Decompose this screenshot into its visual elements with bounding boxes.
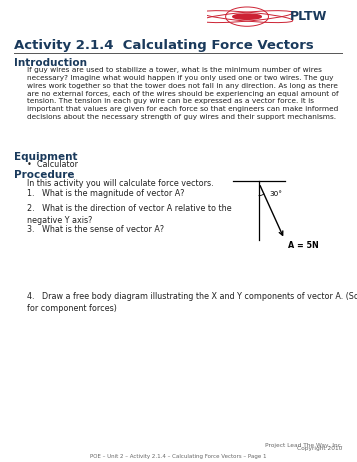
Text: Activity 2.1.4  Calculating Force Vectors: Activity 2.1.4 Calculating Force Vectors <box>14 39 314 52</box>
Text: Introduction: Introduction <box>14 58 87 68</box>
Text: Procedure: Procedure <box>14 170 75 180</box>
Text: Copyright 2010: Copyright 2010 <box>297 446 343 451</box>
Text: Project Lead The Way, Inc.: Project Lead The Way, Inc. <box>265 443 343 448</box>
Text: 4.   Draw a free body diagram illustrating the X and Y components of vector A. (: 4. Draw a free body diagram illustrating… <box>27 292 357 313</box>
Text: In this activity you will calculate force vectors.: In this activity you will calculate forc… <box>27 179 214 188</box>
Text: 3.   What is the sense of vector A?: 3. What is the sense of vector A? <box>27 225 165 234</box>
Text: 30°: 30° <box>270 191 282 197</box>
Text: If guy wires are used to stabilize a tower, what is the minimum number of wires
: If guy wires are used to stabilize a tow… <box>27 67 339 120</box>
Circle shape <box>233 14 261 19</box>
Text: PLTW: PLTW <box>290 10 327 23</box>
Text: Equipment: Equipment <box>14 152 78 162</box>
Text: 2.   What is the direction of vector A relative to the
negative Y axis?: 2. What is the direction of vector A rel… <box>27 204 232 225</box>
Text: A = 5N: A = 5N <box>288 241 318 250</box>
Text: 1.   What is the magnitude of vector A?: 1. What is the magnitude of vector A? <box>27 189 185 198</box>
Text: POE – Unit 2 – Activity 2.1.4 – Calculating Force Vectors – Page 1: POE – Unit 2 – Activity 2.1.4 – Calculat… <box>90 454 267 459</box>
Text: •  Calculator: • Calculator <box>27 160 79 169</box>
